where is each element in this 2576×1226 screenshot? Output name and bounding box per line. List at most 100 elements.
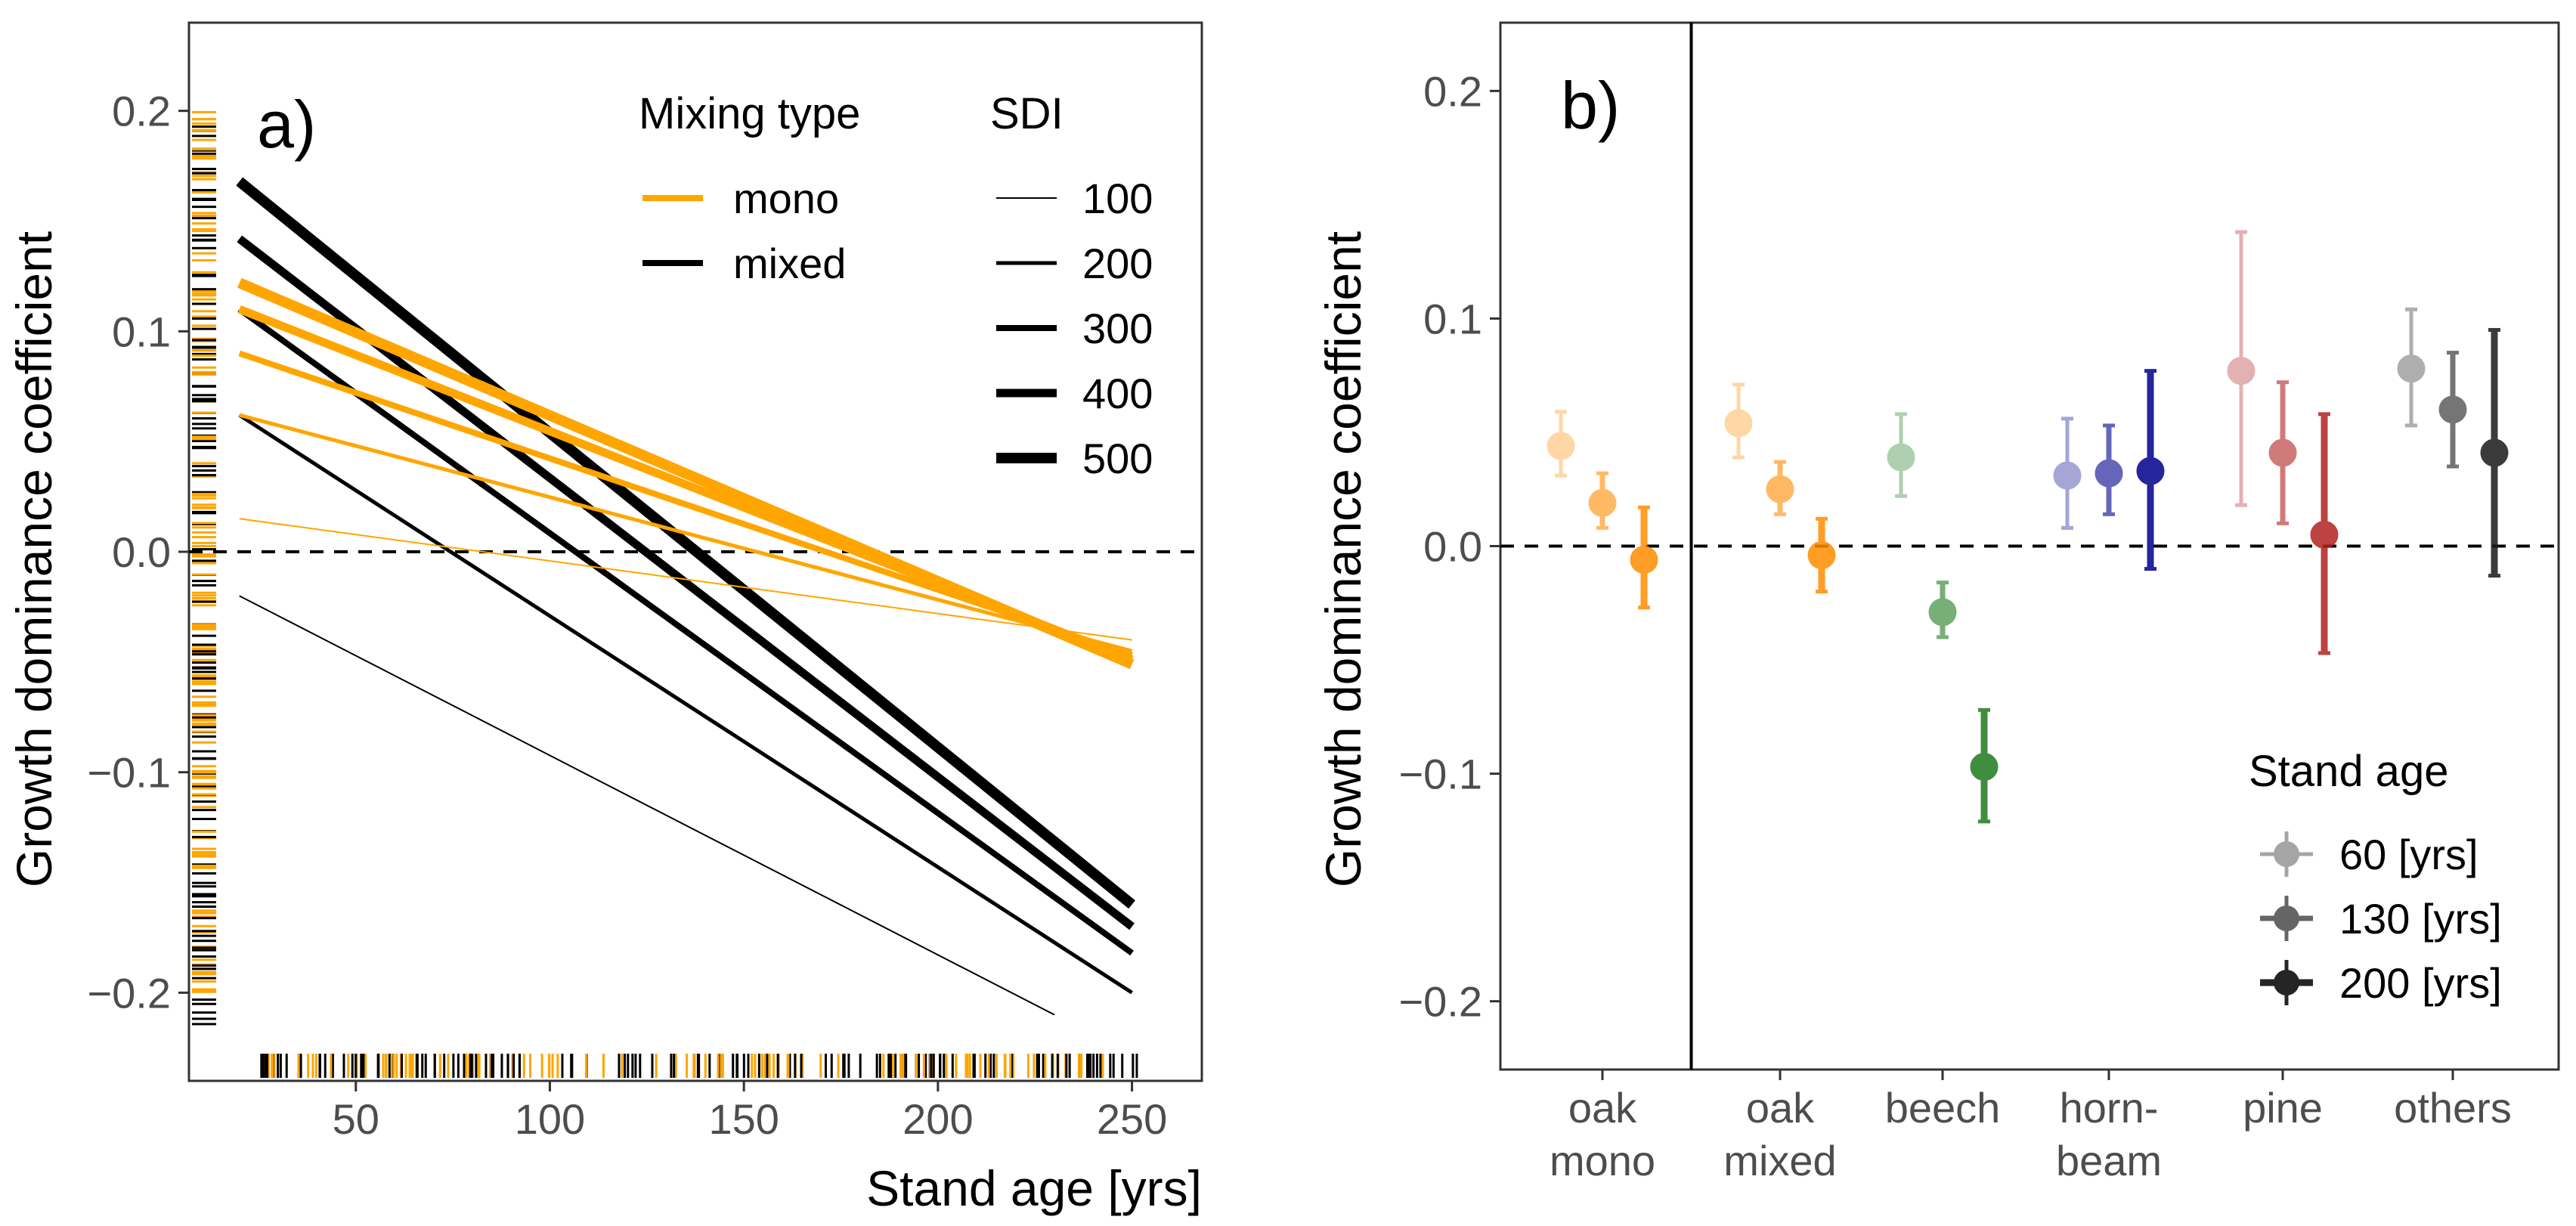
legend-sdi-400-label: 400	[1082, 370, 1153, 417]
panel-b-x-tick-label: beam	[2056, 1137, 2162, 1184]
panel-b-x-tick-label: oak	[1568, 1084, 1637, 1132]
panel-a-x-tick-label: 200	[903, 1095, 973, 1143]
legend-mono-label: mono	[733, 175, 839, 222]
legend-stand-age-swatch-point	[2274, 906, 2299, 931]
legend-stand-age-label: 200 [yrs]	[2339, 959, 2502, 1007]
panel-b-y-tick-label: 0.0	[1423, 523, 1482, 571]
panel-b-label: b)	[1561, 68, 1620, 143]
panel-b-x-tick-label: pine	[2243, 1084, 2323, 1132]
panel-b-point	[2136, 457, 2165, 485]
panel-b-point	[1766, 475, 1794, 503]
panel-b-point-group	[1630, 505, 1658, 610]
legend-mixing-title: Mixing type	[639, 89, 860, 138]
legend-stand-age-title: Stand age	[2249, 747, 2448, 796]
panel-b-point-group	[2053, 416, 2082, 530]
panel-b-point-group	[1970, 707, 1999, 824]
legend-sdi-500-label: 500	[1082, 435, 1153, 482]
panel-b-point-group	[2310, 412, 2339, 655]
panel-a-line-mixed-sdi-100	[239, 595, 1055, 1016]
panel-b-y-ticks: −0.2 −0.1 0.0 0.1 0.2	[1398, 67, 1500, 1026]
panel-a-rug	[192, 110, 1138, 1078]
panel-b-x-tick-label: mono	[1550, 1137, 1655, 1184]
panel-b-point-group	[1928, 580, 1957, 639]
panel-b-point-group	[1588, 471, 1617, 530]
panel-b-point	[2268, 438, 2297, 467]
panel-b-point-group	[2136, 369, 2165, 571]
panel-b-x-tick-label: mixed	[1723, 1137, 1836, 1184]
panel-b-point-group	[2438, 351, 2467, 469]
panel-b-point-group	[2227, 230, 2256, 507]
panel-a-y-tick-label: −0.1	[87, 749, 171, 797]
panel-a-y-tick-label: 0.0	[112, 528, 171, 576]
panel-a-x-ticks: 50 100 150 200 250	[333, 1081, 1167, 1143]
panel-b-x-tick-label: others	[2394, 1084, 2512, 1132]
panel-b-point-group	[1766, 460, 1794, 516]
legend-mixed-label: mixed	[733, 240, 846, 287]
panel-b-point	[1547, 432, 1575, 460]
legend-stand-age-key	[2260, 960, 2313, 1005]
panel-b-points	[1547, 230, 2509, 824]
panel-a-line-mixed-sdi-300	[237, 306, 1134, 956]
panel-a-x-tick-label: 50	[333, 1095, 379, 1143]
panel-b-point	[1887, 443, 1915, 472]
panel-a-y-ticks: −0.2 −0.1 0.0 0.1 0.2	[87, 88, 189, 1017]
panel-b-y-axis-title: Growth dominance coefficient	[1315, 231, 1371, 887]
panel-b-point	[2397, 354, 2426, 383]
panel-a-line-mixed-sdi-200	[238, 413, 1133, 995]
panel-b-point-group	[2480, 327, 2509, 578]
panel-b-point-group	[2397, 307, 2426, 428]
panel-a-line-mono-sdi-100	[239, 518, 1132, 641]
panel-a-x-axis-title: Stand age [yrs]	[866, 1160, 1202, 1216]
panel-b-point-group	[1807, 516, 1836, 594]
panel-b-point-group	[2095, 423, 2123, 516]
legend-stand-age-swatch-point	[2274, 970, 2299, 995]
panel-b-y-tick-label: 0.2	[1423, 67, 1482, 115]
panel-a-y-tick-label: −0.2	[87, 969, 171, 1017]
legend-stand-age-swatch-point	[2274, 841, 2299, 867]
panel-b-point	[1807, 541, 1836, 570]
panel-a-legend: Mixing type mono mixed SDI 100 200 300 4…	[639, 89, 1153, 482]
panel-b-y-tick-label: −0.2	[1398, 978, 1482, 1026]
panel-b-x-tick-label: beech	[1885, 1084, 2001, 1132]
legend-sdi-300-label: 300	[1082, 305, 1153, 352]
panel-b: b) −0.2 −0.1 0.0 0.1 0.2 oak mono oak mixed beec…	[1315, 21, 2560, 1184]
legend-stand-age-label: 130 [yrs]	[2339, 895, 2502, 943]
legend-sdi-200-label: 200	[1082, 240, 1153, 287]
legend-sdi-title: SDI	[990, 89, 1064, 138]
panel-b-point	[1724, 409, 1753, 438]
panel-a-x-tick-label: 250	[1097, 1095, 1167, 1143]
panel-b-x-tick-label: oak	[1746, 1084, 1815, 1132]
panel-b-y-tick-label: −0.1	[1398, 751, 1482, 798]
panel-b-legend: Stand age 60 [yrs] 130 [yrs] 200 [yrs]	[2249, 747, 2502, 1007]
panel-b-point-group	[1887, 412, 1915, 498]
panel-b-y-tick-label: 0.1	[1423, 295, 1482, 342]
legend-sdi-100-label: 100	[1082, 175, 1153, 222]
panel-a-series	[236, 177, 1135, 1016]
panel-a-y-tick-label: 0.2	[112, 88, 171, 135]
panel-a-x-tick-label: 100	[515, 1095, 585, 1143]
legend-stand-age-key	[2260, 831, 2313, 877]
panel-b-point-group	[1547, 410, 1575, 478]
panel-b-point	[2227, 357, 2256, 385]
panel-b-point	[2053, 461, 2082, 490]
panel-b-point-group	[2268, 380, 2297, 525]
panel-a: a) −0.2 −0.1 0.0 0.1 0.2 50 100 150 200 250 Grow…	[6, 21, 1203, 1216]
panel-a-line-mono-sdi-500	[237, 277, 1135, 670]
panel-b-x-tick-label: horn-	[2060, 1084, 2159, 1132]
panel-b-point	[1630, 546, 1658, 574]
panel-b-point	[1588, 488, 1617, 517]
panel-b-point	[1970, 753, 1999, 782]
panel-a-line-mixed-sdi-500	[236, 177, 1135, 909]
panel-a-label: a)	[257, 87, 316, 162]
legend-stand-age-key	[2260, 896, 2313, 941]
panel-b-point	[2310, 520, 2339, 549]
panel-a-y-axis-title: Growth dominance coefficient	[6, 231, 62, 887]
panel-b-point-group	[1724, 382, 1753, 460]
panel-a-line-mono-sdi-200	[239, 413, 1133, 653]
panel-b-point	[2480, 438, 2509, 467]
panel-a-y-tick-label: 0.1	[112, 308, 171, 355]
panel-b-point	[1928, 598, 1957, 627]
panel-b-point	[2438, 395, 2467, 424]
panel-b-x-ticks: oak mono oak mixed beech horn-beam pine others	[1550, 1070, 2512, 1184]
